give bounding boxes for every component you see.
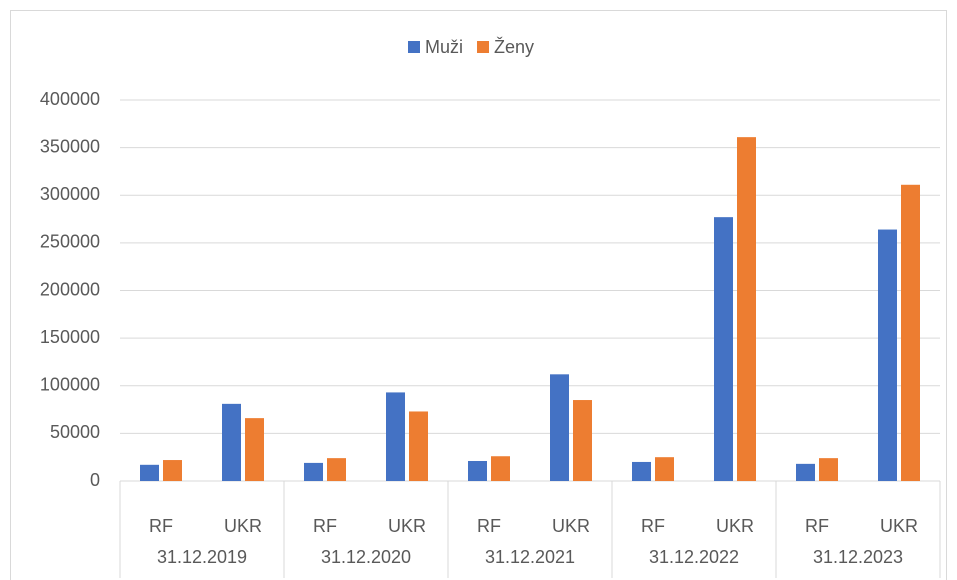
bar	[304, 462, 323, 481]
bar	[386, 392, 405, 481]
x-tick-label: RF	[149, 516, 173, 536]
y-tick-label: 250000	[40, 232, 100, 252]
bar	[491, 456, 510, 481]
bar	[163, 460, 182, 481]
bar	[655, 457, 674, 481]
x-tick-label: UKR	[224, 516, 262, 536]
x-tick-label: RF	[641, 516, 665, 536]
x-tick-label: UKR	[552, 516, 590, 536]
y-tick-label: 350000	[40, 136, 100, 156]
bar	[737, 137, 756, 481]
bar	[468, 460, 487, 481]
bar	[327, 458, 346, 481]
x-tick-label: RF	[805, 516, 829, 536]
bar	[550, 374, 569, 481]
x-tick-label: UKR	[880, 516, 918, 536]
legend-label: Muži	[425, 37, 463, 57]
y-tick-label: 150000	[40, 327, 100, 347]
bar	[573, 400, 592, 481]
group-label: 31.12.2022	[649, 547, 739, 567]
x-tick-label: UKR	[388, 516, 426, 536]
y-tick-label: 300000	[40, 184, 100, 204]
bar	[796, 463, 815, 481]
y-tick-label: 200000	[40, 279, 100, 299]
chart-border	[10, 10, 947, 580]
group-label: 31.12.2019	[157, 547, 247, 567]
y-tick-label: 50000	[50, 422, 100, 442]
legend-label: Ženy	[494, 37, 534, 57]
bar	[140, 464, 159, 481]
x-tick-label: RF	[313, 516, 337, 536]
legend-swatch	[477, 41, 490, 53]
bar	[714, 217, 733, 481]
bar	[632, 461, 651, 481]
legend-swatch	[408, 41, 420, 53]
y-tick-label: 100000	[40, 375, 100, 395]
bar	[819, 458, 838, 481]
group-label: 31.12.2020	[321, 547, 411, 567]
y-tick-label: 400000	[40, 89, 100, 109]
x-tick-label: UKR	[716, 516, 754, 536]
bar	[245, 418, 264, 481]
group-label: 31.12.2021	[485, 547, 575, 567]
bar	[409, 411, 428, 481]
group-label: 31.12.2023	[813, 547, 903, 567]
x-tick-label: RF	[477, 516, 501, 536]
bar	[901, 184, 920, 481]
bar	[222, 403, 241, 481]
bar	[878, 229, 897, 481]
y-tick-label: 0	[90, 470, 100, 490]
